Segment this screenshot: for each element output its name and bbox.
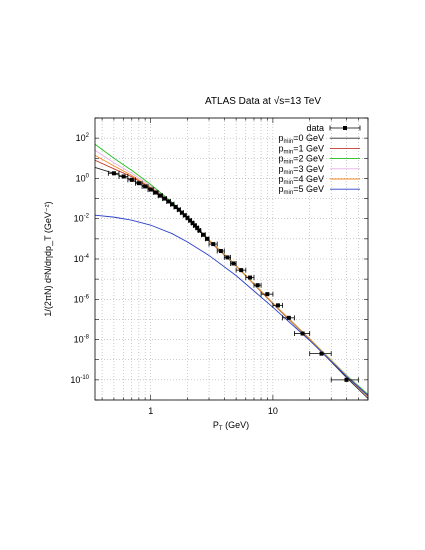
- legend-label-3: pmin=3 GeV: [279, 164, 324, 176]
- data-point: [157, 193, 163, 199]
- data-marker: [192, 223, 197, 228]
- y-tick-label: 10-10: [70, 375, 89, 385]
- data-point: [272, 302, 283, 308]
- data-point: [152, 190, 159, 196]
- data-marker: [197, 228, 202, 233]
- y-tick-label: 100: [76, 173, 90, 183]
- data-marker: [182, 213, 187, 218]
- data-marker: [121, 174, 126, 179]
- data-marker: [188, 218, 193, 223]
- data-point: [208, 241, 218, 247]
- data-point: [216, 248, 225, 254]
- x-axis-label: PT (GeV): [213, 420, 249, 432]
- data-marker: [170, 202, 175, 207]
- data-marker: [195, 225, 200, 230]
- model-curve-3: [94, 149, 369, 396]
- data-marker: [111, 171, 116, 176]
- data-marker: [300, 331, 305, 336]
- data-marker: [153, 190, 158, 195]
- data-point: [147, 187, 154, 193]
- data-marker: [255, 283, 260, 288]
- model-curve-0: [94, 167, 369, 399]
- data-marker: [136, 181, 141, 186]
- legend-label-1: pmin=1 GeV: [279, 143, 324, 155]
- x-tick-label: 1: [148, 406, 153, 416]
- y-ticks: 102 100 10-2 10-4 10-6 10-8 10-10: [70, 117, 368, 401]
- data-marker: [344, 377, 349, 382]
- data-point: [201, 232, 206, 238]
- data-marker: [225, 255, 230, 260]
- data-point: [223, 254, 231, 260]
- data-point: [141, 183, 149, 189]
- data-marker: [218, 248, 223, 253]
- data-marker: [162, 196, 167, 201]
- legend-label-0: pmin=0 GeV: [279, 133, 324, 145]
- y-tick-label: 102: [76, 133, 90, 143]
- data-marker: [148, 187, 153, 192]
- y-tick-label: 10-6: [74, 294, 90, 304]
- chart-title: ATLAS Data at √s=13 TeV: [205, 95, 321, 107]
- data-point: [330, 377, 359, 383]
- data-point: [309, 351, 332, 357]
- model-curve-4: [94, 154, 369, 397]
- data-marker: [158, 193, 163, 198]
- model-curve-1: [94, 159, 369, 397]
- data-marker: [173, 205, 178, 210]
- data-point: [282, 315, 295, 321]
- y-tick-label: 10-4: [74, 254, 90, 264]
- data-marker: [286, 315, 291, 320]
- data-marker: [179, 210, 184, 215]
- data-point: [253, 282, 262, 288]
- data-marker: [185, 215, 190, 220]
- x-tick-label: 10: [268, 406, 278, 416]
- data-marker: [275, 303, 280, 308]
- data-point: [197, 227, 202, 233]
- y-axis-label: 1/(2πN) d²N/dηdp_T (GeV⁻²): [43, 201, 53, 316]
- legend-label-5: pmin=5 GeV: [279, 184, 324, 196]
- data-point: [245, 275, 255, 281]
- data-marker: [201, 232, 206, 237]
- data-marker: [190, 221, 195, 226]
- data-point: [230, 260, 237, 266]
- data-point: [166, 198, 171, 204]
- data-point: [204, 236, 210, 242]
- y-tick-label: 10-2: [74, 214, 90, 224]
- y-tick-label: 10-8: [74, 335, 90, 345]
- data-marker: [248, 275, 253, 280]
- model-curves: [94, 143, 369, 399]
- data-marker: [265, 292, 270, 297]
- data-marker: [166, 199, 171, 204]
- data-points: [107, 170, 359, 383]
- legend-label-data: data: [306, 123, 324, 133]
- legend-marker-data: [343, 126, 347, 130]
- data-point: [294, 331, 311, 337]
- x-ticks: 1 10: [101, 118, 369, 416]
- data-point: [235, 267, 247, 273]
- data-marker: [231, 261, 236, 266]
- data-marker: [211, 242, 216, 247]
- data-marker: [205, 236, 210, 241]
- data-marker: [129, 177, 134, 182]
- data-point: [162, 196, 168, 202]
- data-marker: [143, 184, 148, 189]
- legend-label-4: pmin=4 GeV: [279, 174, 324, 186]
- data-marker: [319, 351, 324, 356]
- data-marker: [239, 268, 244, 273]
- model-curve-5: [94, 214, 369, 396]
- data-marker: [176, 207, 181, 212]
- data-point: [260, 291, 274, 297]
- legend-label-2: pmin=2 GeV: [279, 154, 324, 166]
